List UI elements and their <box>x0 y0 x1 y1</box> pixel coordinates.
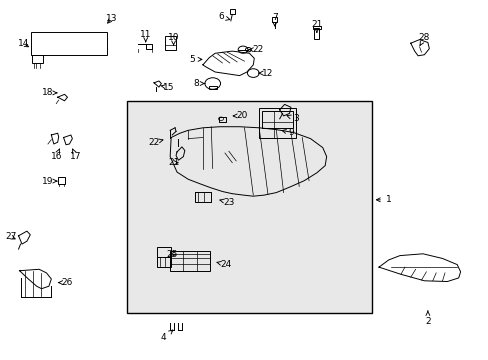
Text: 14: 14 <box>18 40 29 49</box>
Bar <box>32 55 43 63</box>
Bar <box>272 17 277 22</box>
Text: 15: 15 <box>161 83 175 92</box>
Text: 22: 22 <box>248 45 263 54</box>
Text: 8: 8 <box>193 79 204 88</box>
Bar <box>259 108 295 138</box>
Bar <box>261 111 293 128</box>
Text: 25: 25 <box>166 251 178 259</box>
Text: 5: 5 <box>189 55 202 64</box>
Text: 22: 22 <box>148 138 163 147</box>
Bar <box>209 86 217 89</box>
Text: 17: 17 <box>70 149 81 161</box>
Bar <box>127 101 371 313</box>
Text: 2: 2 <box>424 311 430 325</box>
Text: 21: 21 <box>167 158 179 167</box>
Bar <box>165 36 176 50</box>
Text: 7: 7 <box>271 13 277 26</box>
Text: 26: 26 <box>59 278 73 287</box>
Text: 27: 27 <box>5 233 17 241</box>
Bar <box>157 247 171 257</box>
Text: 28: 28 <box>418 33 429 45</box>
Text: 19: 19 <box>42 177 57 186</box>
Bar <box>58 177 64 184</box>
Text: 20: 20 <box>233 111 248 120</box>
Bar <box>31 32 106 55</box>
Text: 18: 18 <box>42 88 57 97</box>
Text: 9: 9 <box>282 128 293 137</box>
Bar <box>157 257 171 267</box>
Text: 13: 13 <box>105 14 117 23</box>
Text: 10: 10 <box>167 33 179 45</box>
Bar <box>229 9 234 14</box>
Text: 23: 23 <box>220 198 234 207</box>
Text: 24: 24 <box>217 260 231 269</box>
Bar <box>312 26 320 29</box>
Text: 6: 6 <box>218 12 229 22</box>
Text: 1: 1 <box>376 195 391 204</box>
Text: 16: 16 <box>50 149 62 161</box>
Text: 12: 12 <box>258 68 273 77</box>
Text: 4: 4 <box>161 330 172 342</box>
Text: 11: 11 <box>140 30 151 42</box>
Text: 3: 3 <box>286 114 298 123</box>
Bar <box>170 251 210 271</box>
Bar <box>314 28 319 39</box>
Text: 21: 21 <box>310 20 322 32</box>
